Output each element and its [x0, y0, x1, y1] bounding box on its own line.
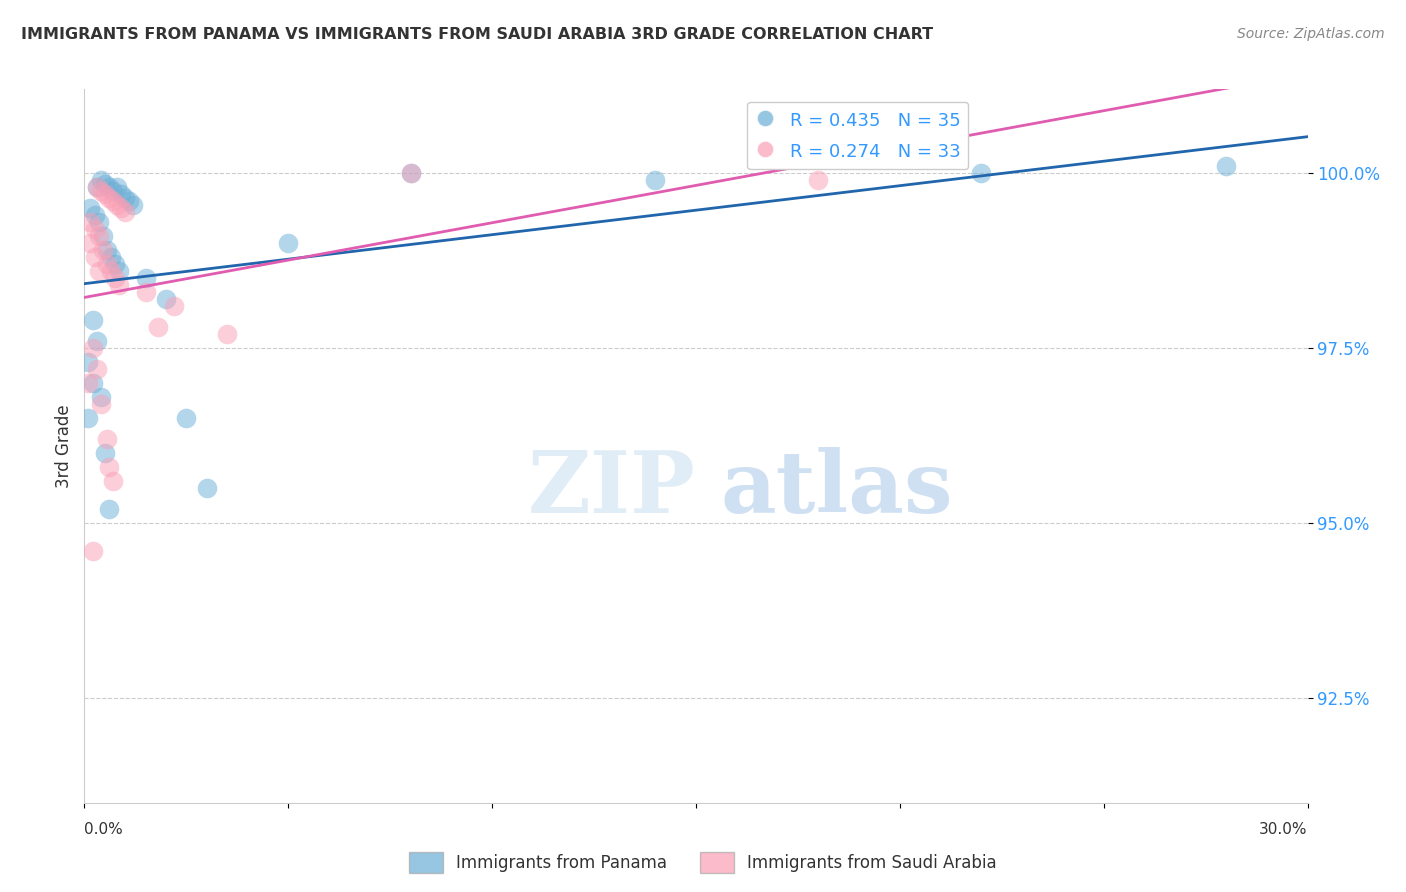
Point — [277, 236, 299, 251]
Point — [195, 481, 218, 495]
Point — [108, 278, 131, 293]
Point — [77, 411, 100, 425]
Point — [101, 194, 124, 208]
Point — [114, 191, 136, 205]
Point — [104, 271, 127, 285]
Text: Source: ZipAtlas.com: Source: ZipAtlas.com — [1237, 27, 1385, 41]
Point — [217, 327, 239, 342]
Point — [118, 194, 141, 208]
Point — [110, 201, 132, 215]
Point — [91, 229, 114, 244]
Point — [399, 166, 422, 180]
Point — [83, 222, 105, 236]
Point — [96, 257, 118, 271]
Point — [87, 264, 110, 278]
Point — [97, 502, 120, 516]
Point — [82, 313, 104, 327]
Point — [86, 362, 108, 376]
Point — [91, 243, 114, 257]
Point — [399, 166, 422, 180]
Point — [122, 197, 145, 211]
Point — [90, 184, 112, 198]
Point — [970, 166, 993, 180]
Point — [87, 215, 110, 229]
Y-axis label: 3rd Grade: 3rd Grade — [55, 404, 73, 488]
Point — [105, 197, 128, 211]
Point — [146, 320, 169, 334]
Point — [96, 432, 118, 446]
Point — [86, 334, 108, 348]
Point — [97, 460, 120, 475]
Text: atlas: atlas — [720, 447, 953, 531]
Point — [108, 264, 131, 278]
Point — [79, 236, 101, 251]
Point — [79, 215, 101, 229]
Point — [174, 411, 197, 425]
Point — [100, 264, 122, 278]
Point — [1215, 159, 1237, 173]
Text: 30.0%: 30.0% — [1260, 822, 1308, 837]
Point — [163, 299, 186, 313]
Point — [86, 180, 108, 194]
Point — [83, 250, 105, 264]
Point — [97, 191, 120, 205]
Legend: Immigrants from Panama, Immigrants from Saudi Arabia: Immigrants from Panama, Immigrants from … — [402, 846, 1004, 880]
Point — [77, 376, 100, 390]
Point — [135, 285, 157, 299]
Legend: R = 0.435   N = 35, R = 0.274   N = 33: R = 0.435 N = 35, R = 0.274 N = 33 — [747, 102, 969, 169]
Point — [155, 292, 177, 306]
Point — [93, 177, 115, 191]
Point — [644, 173, 666, 187]
Point — [101, 184, 124, 198]
Point — [807, 173, 830, 187]
Point — [86, 180, 108, 194]
Point — [90, 173, 112, 187]
Text: IMMIGRANTS FROM PANAMA VS IMMIGRANTS FROM SAUDI ARABIA 3RD GRADE CORRELATION CHA: IMMIGRANTS FROM PANAMA VS IMMIGRANTS FRO… — [21, 27, 934, 42]
Point — [93, 187, 115, 202]
Point — [82, 376, 104, 390]
Point — [114, 204, 136, 219]
Point — [87, 229, 110, 244]
Point — [93, 446, 115, 460]
Point — [82, 544, 104, 558]
Point — [83, 208, 105, 222]
Point — [105, 180, 128, 194]
Text: 0.0%: 0.0% — [84, 822, 124, 837]
Text: ZIP: ZIP — [529, 447, 696, 531]
Point — [97, 180, 120, 194]
Point — [79, 201, 101, 215]
Point — [135, 271, 157, 285]
Point — [77, 355, 100, 369]
Point — [96, 243, 118, 257]
Point — [101, 474, 124, 488]
Point — [82, 341, 104, 355]
Point — [104, 257, 127, 271]
Point — [90, 397, 112, 411]
Point — [100, 250, 122, 264]
Point — [90, 390, 112, 404]
Point — [110, 187, 132, 202]
